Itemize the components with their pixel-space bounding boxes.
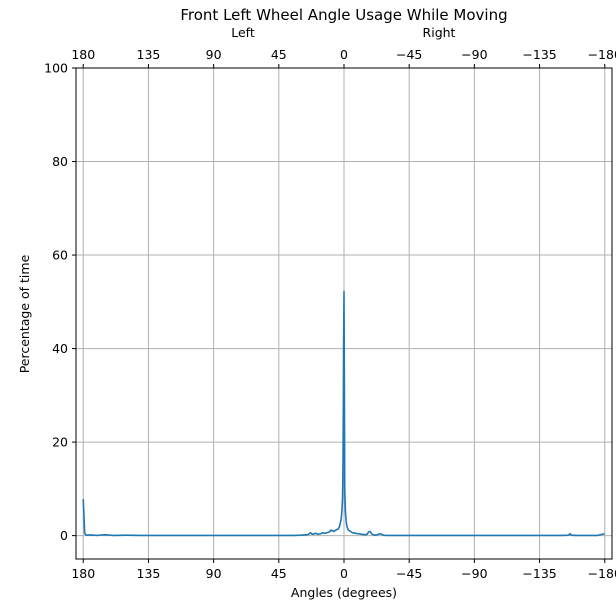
top-axis-label-left: Left <box>231 25 255 40</box>
x-tick-label-top: 0 <box>340 47 348 62</box>
data-series-line <box>82 290 605 537</box>
y-tick-label: 20 <box>52 435 68 450</box>
x-tick-label-top: −90 <box>461 47 487 62</box>
y-tick-label: 40 <box>52 341 68 356</box>
x-tick-label-top: −180 <box>588 47 616 62</box>
y-tick-label: 0 <box>60 528 68 543</box>
y-tick-label: 80 <box>52 154 68 169</box>
y-tick-label: 60 <box>52 248 68 263</box>
x-tick-label-top: 90 <box>206 47 222 62</box>
data-line-layer <box>82 290 605 537</box>
x-tick-label-bottom: −45 <box>396 566 422 581</box>
x-tick-label-top: 180 <box>71 47 95 62</box>
x-tick-label-top: 135 <box>137 47 161 62</box>
x-tick-label-bottom: 90 <box>206 566 222 581</box>
x-tick-label-bottom: −90 <box>461 566 487 581</box>
top-axis-label-right: Right <box>423 25 456 40</box>
x-tick-label-bottom: 180 <box>71 566 95 581</box>
x-tick-label-top: −135 <box>522 47 556 62</box>
x-tick-label-bottom: 45 <box>271 566 287 581</box>
x-tick-label-bottom: 135 <box>137 566 161 581</box>
x-tick-label-bottom: −135 <box>522 566 556 581</box>
x-tick-label-top: 45 <box>271 47 287 62</box>
x-axis-label: Angles (degrees) <box>291 585 397 600</box>
x-tick-label-bottom: −180 <box>588 566 616 581</box>
x-tick-label-top: −45 <box>396 47 422 62</box>
y-tick-label: 100 <box>44 61 68 76</box>
x-tick-label-bottom: 0 <box>340 566 348 581</box>
chart-title: Front Left Wheel Angle Usage While Movin… <box>180 6 507 24</box>
y-axis-label: Percentage of time <box>17 254 32 373</box>
tick-layer: 180 180 135 135 90 90 45 45 0 0 −45 −45 −90 −90 −135 −1… <box>44 47 616 581</box>
